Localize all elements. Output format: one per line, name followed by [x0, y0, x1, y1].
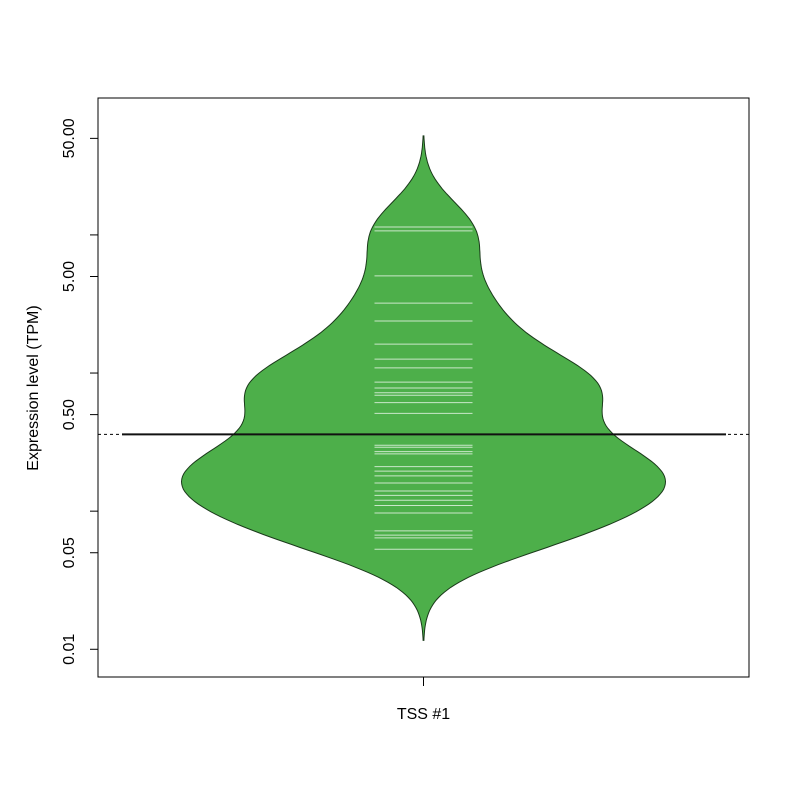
- y-tick-label: 0.01: [61, 634, 78, 665]
- y-tick-label: 0.50: [61, 399, 78, 430]
- y-tick-label: 0.05: [61, 537, 78, 568]
- y-tick-label: 5.00: [61, 261, 78, 292]
- x-tick-label: TSS #1: [397, 706, 450, 723]
- y-axis-label: Expression level (TPM): [25, 305, 42, 470]
- y-tick-label: 50.00: [61, 118, 78, 158]
